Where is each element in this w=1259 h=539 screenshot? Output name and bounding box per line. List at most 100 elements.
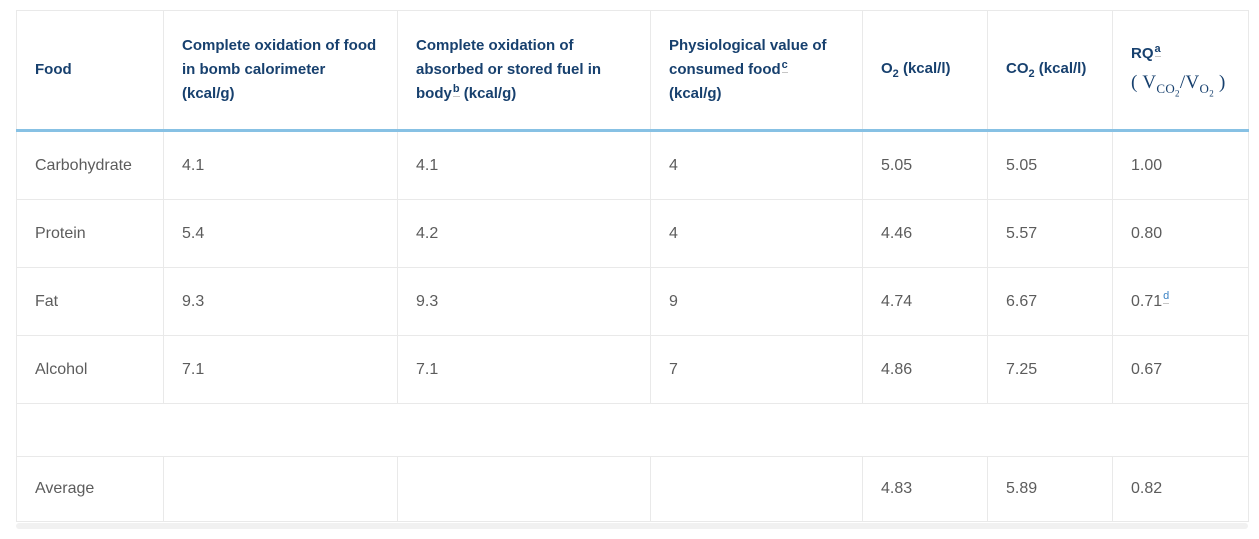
header-unit: (kcal/g) — [459, 85, 517, 102]
cell-value: 7.1 — [182, 360, 205, 378]
footnote-link-d[interactable]: d — [1163, 290, 1170, 305]
spacer-row — [16, 403, 1249, 457]
cell-value: 4.83 — [881, 480, 913, 497]
column-header-co2: CO2 (kcal/l) — [987, 10, 1113, 132]
cell-o2: 4.83 — [862, 456, 988, 522]
horizontal-scrollbar-track[interactable] — [16, 523, 1248, 529]
cell-rq: 0.71d — [1112, 267, 1249, 336]
table-body: Carbohydrate 4.1 4.1 4 5.05 5.05 1.00 Pr… — [16, 130, 1249, 522]
cell-body: 9.3 — [397, 267, 651, 336]
formula-subsub-2: 2 — [1209, 88, 1214, 99]
formula-sub-o: O — [1199, 80, 1210, 96]
table-row-carbohydrate: Carbohydrate 4.1 4.1 4 5.05 5.05 1.00 — [16, 130, 1249, 200]
header-unit: (kcal/l) — [1034, 59, 1087, 77]
column-header-o2: O2 (kcal/l) — [862, 10, 988, 132]
cell-value: 7 — [669, 360, 678, 378]
cell-value: Protein — [35, 224, 86, 242]
formula-open-paren: ( — [1131, 71, 1143, 93]
header-label: Complete oxidation of food in bomb calor… — [182, 37, 377, 102]
column-header-bomb-calorimeter: Complete oxidation of food in bomb calor… — [163, 10, 398, 132]
header-row: Food Complete oxidation of food in bomb … — [16, 10, 1249, 132]
cell-rq: 0.82 — [1112, 456, 1249, 522]
formula-close-paren: ) — [1214, 71, 1226, 93]
cell-value: 4.1 — [182, 156, 205, 174]
cell-value: 0.67 — [1131, 360, 1163, 378]
cell-value: Average — [35, 480, 95, 497]
cell-value: 0.82 — [1131, 480, 1163, 497]
table-row-average: Average 4.83 5.89 0.82 — [16, 456, 1249, 522]
table-header: Food Complete oxidation of food in bomb … — [16, 10, 1249, 132]
cell-value: Fat — [35, 292, 59, 310]
formula-slash: / — [1179, 71, 1186, 93]
cell-body: 7.1 — [397, 335, 651, 404]
cell-value: 5.05 — [1006, 156, 1038, 174]
cell-food: Carbohydrate — [16, 130, 164, 200]
cell-o2: 4.86 — [862, 335, 988, 404]
cell-value: 4.1 — [416, 156, 439, 174]
cell-physiological: 4 — [650, 199, 863, 268]
cell-value: 5.05 — [881, 156, 913, 174]
cell-value: Alcohol — [35, 360, 88, 378]
cell-rq: 1.00 — [1112, 130, 1249, 200]
chem-symbol: CO — [1006, 59, 1029, 77]
header-unit: (kcal/g) — [669, 85, 722, 102]
cell-bomb — [163, 456, 398, 522]
cell-value: 5.4 — [182, 224, 205, 242]
cell-value: 5.57 — [1006, 224, 1038, 242]
cell-bomb: 7.1 — [163, 335, 398, 404]
header-label: Physiological value of consumed food — [669, 37, 827, 78]
cell-value: 9.3 — [182, 292, 205, 310]
cell-o2: 5.05 — [862, 130, 988, 200]
cell-value: 6.67 — [1006, 292, 1038, 310]
chem-subscript: 2 — [892, 67, 899, 80]
chem-symbol: O — [881, 59, 893, 77]
table-row-protein: Protein 5.4 4.2 4 4.46 5.57 0.80 — [16, 199, 1249, 268]
cell-bomb: 9.3 — [163, 267, 398, 336]
cell-food: Fat — [16, 267, 164, 336]
chem-subscript: 2 — [1028, 67, 1035, 80]
cell-physiological: 7 — [650, 335, 863, 404]
nutrition-oxidation-table: Food Complete oxidation of food in bomb … — [16, 10, 1249, 522]
rq-formula: ( VCO2/VO2 ) — [1131, 68, 1230, 98]
column-header-body-oxidation: Complete oxidation of absorbed or stored… — [397, 10, 651, 132]
spacer-cell — [16, 403, 1249, 457]
cell-value: 4.74 — [881, 292, 913, 310]
header-unit: (kcal/l) — [898, 59, 951, 77]
cell-value: 4 — [669, 224, 678, 242]
formula-v-co2: V — [1142, 71, 1157, 93]
formula-sub-co: CO — [1156, 80, 1176, 96]
header-label: Complete oxidation of absorbed or stored… — [416, 37, 602, 102]
cell-co2: 7.25 — [987, 335, 1113, 404]
cell-rq: 0.67 — [1112, 335, 1249, 404]
footnote-link-c[interactable]: c — [781, 59, 788, 73]
cell-bomb: 5.4 — [163, 199, 398, 268]
cell-value: 1.00 — [1131, 156, 1163, 174]
footnote-link-a[interactable]: a — [1154, 42, 1161, 57]
formula-subsub-2: 2 — [1175, 88, 1180, 99]
table-row-alcohol: Alcohol 7.1 7.1 7 4.86 7.25 0.67 — [16, 335, 1249, 404]
cell-bomb: 4.1 — [163, 130, 398, 200]
cell-body: 4.1 — [397, 130, 651, 200]
table-row-fat: Fat 9.3 9.3 9 4.74 6.67 0.71d — [16, 267, 1249, 336]
formula-v-o2: V — [1185, 71, 1200, 93]
cell-value: 7.25 — [1006, 360, 1038, 378]
cell-value: 9.3 — [416, 292, 439, 310]
cell-value: 0.80 — [1131, 224, 1163, 242]
cell-body — [397, 456, 651, 522]
cell-value: 4 — [669, 156, 678, 174]
cell-value: 0.71 — [1131, 292, 1163, 310]
cell-o2: 4.46 — [862, 199, 988, 268]
column-header-rq: RQa ( VCO2/VO2 ) — [1112, 10, 1249, 132]
cell-o2: 4.74 — [862, 267, 988, 336]
cell-value: 5.89 — [1006, 480, 1038, 497]
cell-co2: 5.05 — [987, 130, 1113, 200]
cell-value: 9 — [669, 292, 678, 310]
cell-rq: 0.80 — [1112, 199, 1249, 268]
cell-co2: 6.67 — [987, 267, 1113, 336]
cell-co2: 5.89 — [987, 456, 1113, 522]
cell-physiological: 4 — [650, 130, 863, 200]
rq-label-line: RQa — [1131, 42, 1230, 66]
footnote-link-b[interactable]: b — [452, 83, 460, 97]
cell-food: Average — [16, 456, 164, 522]
